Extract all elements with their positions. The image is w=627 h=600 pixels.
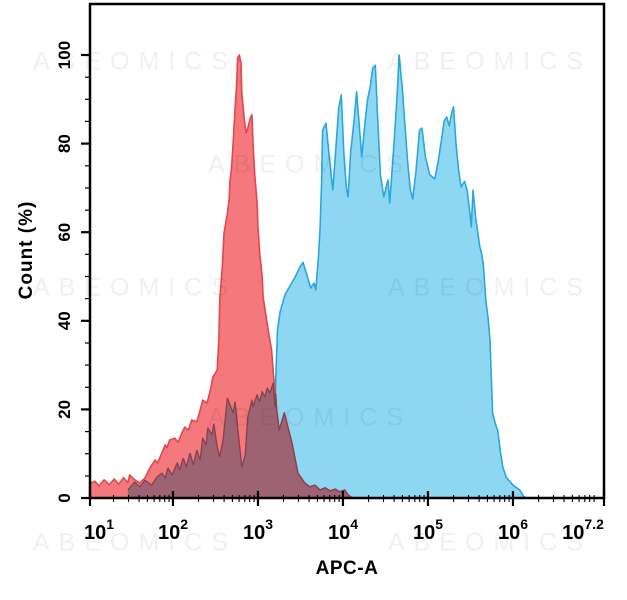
y-tick-label: 20 bbox=[55, 400, 74, 419]
y-tick-label: 60 bbox=[55, 223, 74, 242]
x-tick-label: 101 bbox=[84, 516, 114, 544]
plot-frame bbox=[88, 2, 606, 500]
y-tick-label: 80 bbox=[55, 134, 74, 153]
x-tick-label: 105 bbox=[413, 516, 443, 544]
overlap-region bbox=[127, 383, 353, 498]
y-tick-label: 100 bbox=[55, 41, 74, 69]
y-tick-label: 0 bbox=[55, 493, 74, 502]
overlap-outline bbox=[127, 382, 353, 499]
x-tick-label: 104 bbox=[328, 516, 358, 544]
y-tick-label: 40 bbox=[55, 311, 74, 330]
x-tick-label: 102 bbox=[158, 516, 188, 544]
y-axis-title: Count (%) bbox=[16, 200, 37, 300]
x-tick-label: 106 bbox=[498, 516, 528, 544]
x-tick-label: 103 bbox=[243, 516, 273, 544]
x-axis-title: APC-A bbox=[315, 558, 379, 579]
x-tick-label: 107.2 bbox=[562, 516, 604, 544]
